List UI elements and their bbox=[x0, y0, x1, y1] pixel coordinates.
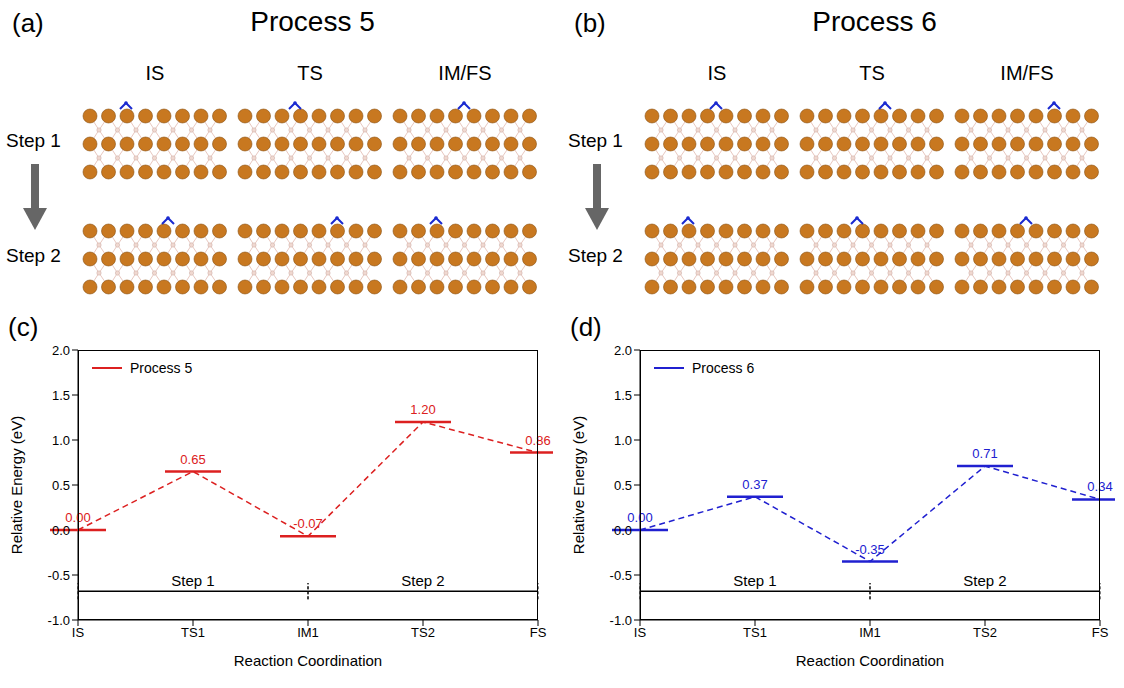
svg-text:TS1: TS1 bbox=[743, 625, 767, 640]
svg-text:IS: IS bbox=[72, 625, 85, 640]
svg-text:2.0: 2.0 bbox=[614, 343, 632, 358]
svg-text:0.5: 0.5 bbox=[614, 478, 632, 493]
svg-text:0.0: 0.0 bbox=[51, 522, 70, 538]
svg-text:Step 1: Step 1 bbox=[171, 572, 214, 589]
svg-text:Reaction Coordination: Reaction Coordination bbox=[234, 652, 382, 669]
svg-text:1.0: 1.0 bbox=[614, 433, 632, 448]
svg-text:-0.07: -0.07 bbox=[293, 516, 323, 531]
html-text:Process 5: Process 5 bbox=[130, 360, 193, 376]
svg-text:TS2: TS2 bbox=[973, 625, 997, 640]
svg-text:IM1: IM1 bbox=[859, 625, 881, 640]
html-text:Process 6: Process 6 bbox=[812, 6, 937, 37]
svg-text:1.5: 1.5 bbox=[614, 388, 632, 403]
svg-text:-0.35: -0.35 bbox=[855, 542, 885, 557]
html-text:IM/FS: IM/FS bbox=[1000, 62, 1054, 84]
svg-text:1.20: 1.20 bbox=[410, 402, 435, 417]
svg-text:0.00: 0.00 bbox=[65, 510, 90, 525]
html-text:Step 2: Step 2 bbox=[568, 245, 623, 266]
svg-text:FS: FS bbox=[1092, 625, 1109, 640]
svg-text:Relative Energy (eV): Relative Energy (eV) bbox=[570, 416, 587, 554]
svg-text:-1.0: -1.0 bbox=[610, 613, 632, 628]
html-text:Step 2: Step 2 bbox=[6, 245, 61, 266]
svg-text:1.0: 1.0 bbox=[52, 433, 70, 448]
svg-text:0.65: 0.65 bbox=[180, 452, 205, 467]
svg-text:0.34: 0.34 bbox=[1087, 479, 1112, 494]
html-text:Step 1: Step 1 bbox=[568, 130, 623, 151]
html-text:(b): (b) bbox=[574, 8, 606, 38]
html-text:IS: IS bbox=[145, 62, 165, 84]
svg-text:0.86: 0.86 bbox=[525, 433, 550, 448]
svg-text:FS: FS bbox=[530, 625, 547, 640]
svg-text:IM1: IM1 bbox=[297, 625, 319, 640]
svg-text:2.0: 2.0 bbox=[52, 343, 70, 358]
svg-text:0.37: 0.37 bbox=[742, 477, 767, 492]
svg-text:Relative Energy (eV): Relative Energy (eV) bbox=[8, 416, 25, 554]
svg-text:-0.5: -0.5 bbox=[610, 568, 632, 583]
svg-text:Reaction Coordination: Reaction Coordination bbox=[796, 652, 944, 669]
svg-text:0.00: 0.00 bbox=[627, 510, 652, 525]
svg-text:0.71: 0.71 bbox=[972, 446, 997, 461]
html-text:(d): (d) bbox=[570, 312, 602, 342]
svg-text:Step 1: Step 1 bbox=[733, 572, 776, 589]
html-text:TS: TS bbox=[859, 62, 885, 84]
html-text:TS: TS bbox=[297, 62, 323, 84]
html-text:IS: IS bbox=[707, 62, 727, 84]
svg-text:TS1: TS1 bbox=[181, 625, 205, 640]
svg-text:0.0: 0.0 bbox=[613, 522, 632, 538]
svg-text:1.5: 1.5 bbox=[52, 388, 70, 403]
svg-text:-0.5: -0.5 bbox=[48, 568, 70, 583]
svg-text:TS2: TS2 bbox=[411, 625, 435, 640]
html-text:IM/FS: IM/FS bbox=[438, 62, 492, 84]
html-text:Process 6: Process 6 bbox=[692, 360, 755, 376]
svg-text:Step 2: Step 2 bbox=[401, 572, 444, 589]
html-text:(a): (a) bbox=[12, 8, 44, 38]
html-text:(c): (c) bbox=[8, 312, 39, 342]
svg-text:0.5: 0.5 bbox=[52, 478, 70, 493]
html-text:Step 1: Step 1 bbox=[6, 130, 61, 151]
html-text:Process 5: Process 5 bbox=[250, 6, 375, 37]
svg-text:Step 2: Step 2 bbox=[963, 572, 1006, 589]
svg-text:-1.0: -1.0 bbox=[48, 613, 70, 628]
svg-text:IS: IS bbox=[634, 625, 647, 640]
